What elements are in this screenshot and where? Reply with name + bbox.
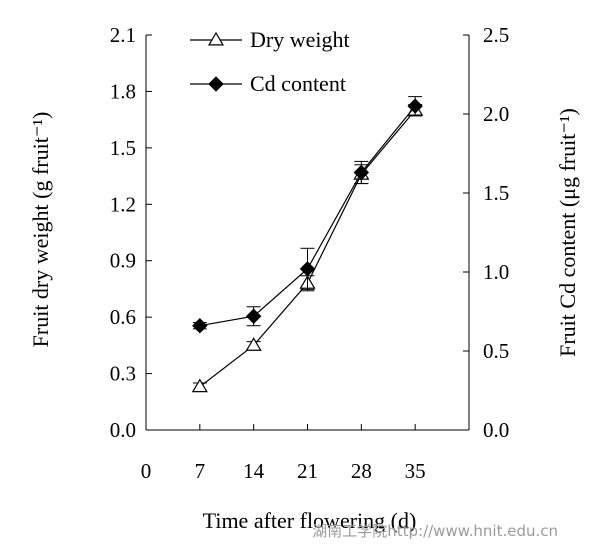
left-y-tick-label: 0.3 (110, 362, 136, 386)
watermark-text: 湖南工学院http://www.hnit.edu.cn (312, 522, 558, 540)
cd-content-marker (353, 164, 370, 181)
left-y-tick-label: 2.1 (110, 23, 136, 47)
x-tick-label: 7 (195, 459, 206, 483)
right-y-tick-label: 2.0 (483, 102, 509, 126)
dry-weight-marker (207, 31, 225, 46)
ticks: 0.0 0.3 0.6 0.9 1.2 1.5 1.8 2.1 0.0 0.5 1.0 1.5 2.0 2… (110, 23, 510, 483)
left-y-tick-label: 0.9 (110, 249, 136, 273)
right-y-tick-label: 0.0 (483, 418, 509, 442)
x-tick-label: 35 (405, 459, 426, 483)
left-y-tick-label: 1.8 (110, 79, 136, 103)
series-layer (191, 96, 424, 393)
x-tick-label: 0 (141, 459, 152, 483)
dry-weight-series (191, 102, 424, 393)
left-y-tick-label: 1.5 (110, 136, 136, 160)
left-y-axis-title: Fruit dry weight (g fruit⁻¹) (28, 112, 53, 348)
right-y-tick-label: 0.5 (483, 339, 509, 363)
x-tick-label: 21 (297, 459, 318, 483)
cd-content-marker (245, 308, 262, 324)
left-y-tick-label: 0.0 (110, 418, 136, 442)
legend-item-dry-weight: Dry weight (190, 27, 350, 52)
x-tick-label: 14 (243, 459, 265, 483)
cd-content-series (192, 96, 423, 334)
left-y-tick-label: 0.6 (110, 305, 136, 329)
legend-label: Dry weight (250, 27, 350, 52)
cd-content-marker (208, 76, 224, 92)
cd-content-marker (407, 98, 423, 114)
legend-label: Cd content (250, 71, 346, 96)
dry-weight-marker (191, 378, 208, 393)
left-y-tick-label: 1.2 (110, 192, 136, 216)
cd-content-marker (192, 318, 208, 334)
x-axis-title: Time after flowering (d) (203, 508, 417, 533)
cd-content-line (199, 105, 416, 327)
legend-item-cd-content: Cd content (190, 71, 346, 96)
right-y-tick-label: 1.5 (483, 181, 509, 205)
x-tick-label: 28 (351, 459, 372, 483)
cd-content-marker (299, 261, 316, 277)
right-y-tick-label: 1.0 (483, 260, 509, 284)
dry-weight-marker (245, 337, 262, 351)
right-y-axis-title: Fruit Cd content (μg fruit⁻¹) (555, 108, 580, 357)
legend: Dry weight Cd content (190, 27, 350, 96)
right-y-tick-label: 2.5 (483, 23, 509, 47)
